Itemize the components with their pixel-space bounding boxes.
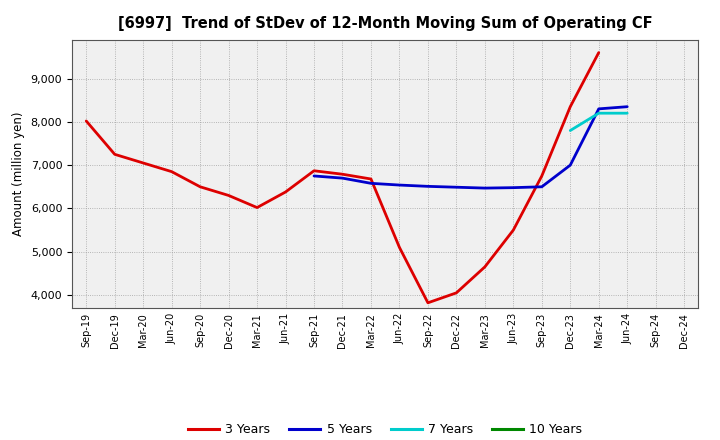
Legend: 3 Years, 5 Years, 7 Years, 10 Years: 3 Years, 5 Years, 7 Years, 10 Years: [183, 418, 588, 440]
Y-axis label: Amount (million yen): Amount (million yen): [12, 112, 25, 236]
Title: [6997]  Trend of StDev of 12-Month Moving Sum of Operating CF: [6997] Trend of StDev of 12-Month Moving…: [118, 16, 652, 32]
